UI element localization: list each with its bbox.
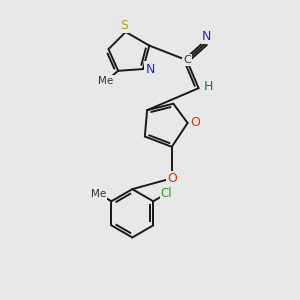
Text: Me: Me bbox=[98, 76, 113, 86]
Text: N: N bbox=[146, 63, 155, 76]
Text: N: N bbox=[202, 30, 212, 43]
Text: S: S bbox=[120, 19, 128, 32]
Text: C: C bbox=[184, 55, 191, 65]
Text: Me: Me bbox=[91, 189, 106, 199]
Text: H: H bbox=[203, 80, 213, 93]
Text: O: O bbox=[190, 116, 200, 130]
Text: Cl: Cl bbox=[161, 187, 172, 200]
Text: O: O bbox=[167, 172, 177, 185]
